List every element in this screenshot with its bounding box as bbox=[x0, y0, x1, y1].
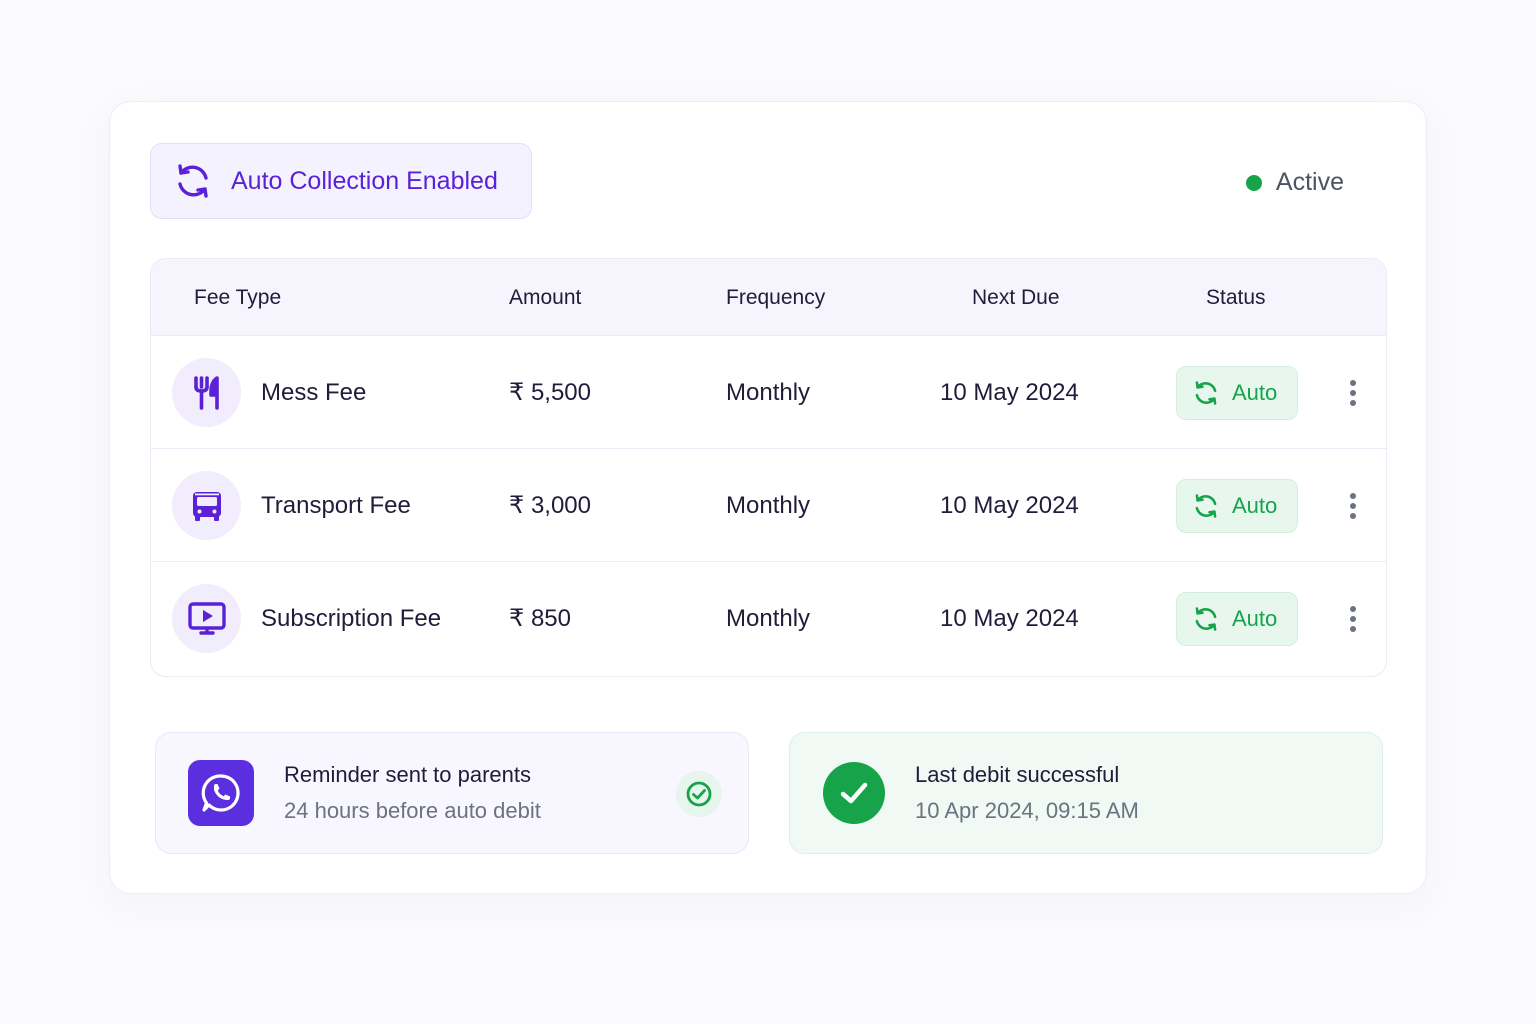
auto-status-badge: Auto bbox=[1176, 479, 1298, 533]
more-options-icon[interactable] bbox=[1341, 376, 1365, 410]
refresh-icon bbox=[1195, 381, 1217, 405]
table-header: Fee Type Amount Frequency Next Due Statu… bbox=[151, 259, 1386, 336]
last-debit-title: Last debit successful bbox=[915, 762, 1120, 787]
table-row: Transport Fee ₹ 3,000 Monthly 10 May 202… bbox=[151, 449, 1386, 562]
fee-next-due: 10 May 2024 bbox=[940, 491, 1079, 519]
fee-type-name: Subscription Fee bbox=[261, 604, 442, 632]
active-status: Active bbox=[1245, 168, 1344, 197]
fee-type-name: Mess Fee bbox=[261, 378, 367, 406]
column-header-amount: Amount bbox=[509, 286, 582, 309]
auto-status-label: Auto bbox=[1232, 606, 1278, 631]
fee-amount: ₹ 5,500 bbox=[509, 379, 591, 406]
column-header-frequency: Frequency bbox=[726, 286, 826, 309]
status-dot bbox=[1245, 174, 1262, 191]
table-row: Mess Fee ₹ 5,500 Monthly 10 May 2024 Aut… bbox=[151, 336, 1386, 449]
refresh-icon bbox=[173, 161, 213, 201]
auto-status-badge: Auto bbox=[1176, 592, 1298, 646]
status-text: Active bbox=[1275, 168, 1344, 196]
fee-next-due: 10 May 2024 bbox=[940, 604, 1079, 632]
auto-status-label: Auto bbox=[1232, 493, 1278, 518]
more-options-icon[interactable] bbox=[1341, 489, 1365, 523]
check-circle-icon bbox=[676, 771, 722, 817]
auto-collection-card: Auto Collection Enabled Active Fee Type … bbox=[109, 101, 1427, 894]
reminder-card: Reminder sent to parents 24 hours before… bbox=[155, 732, 749, 854]
refresh-icon bbox=[1195, 494, 1217, 518]
reminder-title: Reminder sent to parents bbox=[284, 762, 532, 787]
more-options-icon[interactable] bbox=[1341, 602, 1365, 636]
reminder-subtitle: 24 hours before auto debit bbox=[284, 798, 541, 823]
refresh-icon bbox=[1195, 607, 1217, 631]
fees-table: Fee Type Amount Frequency Next Due Statu… bbox=[150, 258, 1387, 677]
column-header-status: Status bbox=[1206, 286, 1266, 309]
last-debit-subtitle: 10 Apr 2024, 09:15 AM bbox=[915, 798, 1139, 823]
fee-amount: ₹ 3,000 bbox=[509, 492, 591, 519]
last-debit-texts: Last debit successful 10 Apr 2024, 09:15… bbox=[915, 762, 1139, 824]
auto-collection-label: Auto Collection Enabled bbox=[231, 166, 498, 195]
check-circle-icon bbox=[823, 762, 885, 824]
tv-play-icon bbox=[172, 584, 241, 653]
fee-amount: ₹ 850 bbox=[509, 605, 571, 632]
last-debit-card: Last debit successful 10 Apr 2024, 09:15… bbox=[789, 732, 1383, 854]
utensils-icon bbox=[172, 358, 241, 427]
column-header-fee-type: Fee Type bbox=[194, 286, 282, 309]
fee-next-due: 10 May 2024 bbox=[940, 378, 1079, 406]
whatsapp-icon bbox=[188, 760, 254, 826]
table-row: Subscription Fee ₹ 850 Monthly 10 May 20… bbox=[151, 562, 1386, 675]
auto-status-badge: Auto bbox=[1176, 366, 1298, 420]
fee-frequency: Monthly bbox=[726, 604, 811, 632]
fee-frequency: Monthly bbox=[726, 491, 811, 519]
fee-type-name: Transport Fee bbox=[261, 491, 411, 519]
fee-frequency: Monthly bbox=[726, 378, 811, 406]
reminder-texts: Reminder sent to parents 24 hours before… bbox=[284, 762, 541, 824]
column-header-next-due: Next Due bbox=[972, 286, 1060, 309]
auto-collection-badge: Auto Collection Enabled bbox=[150, 143, 532, 219]
bus-icon bbox=[172, 471, 241, 540]
auto-status-label: Auto bbox=[1232, 380, 1278, 405]
